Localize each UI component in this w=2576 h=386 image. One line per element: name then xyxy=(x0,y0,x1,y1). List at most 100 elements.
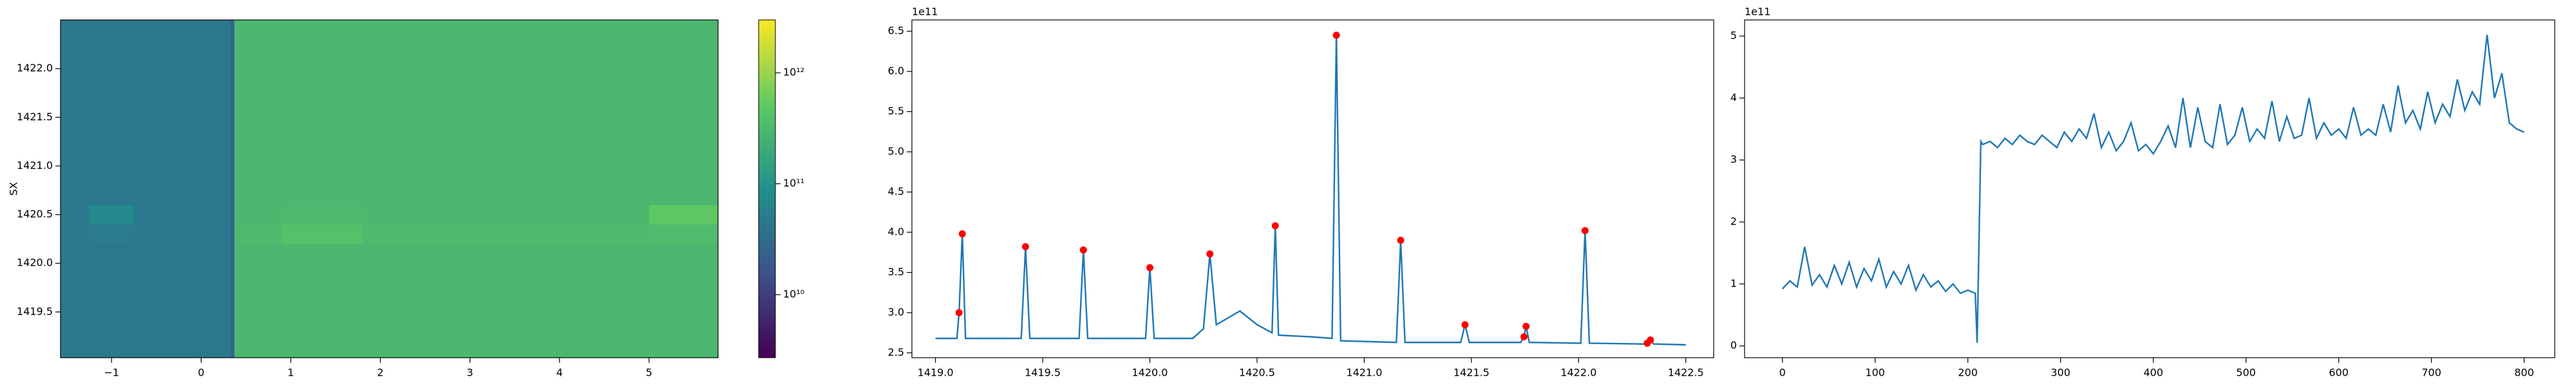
x-tick-label: 1422.5 xyxy=(1668,367,1704,379)
plot-background xyxy=(1745,20,2555,358)
y-tick-label: 1 xyxy=(1730,277,1737,290)
y-tick-label: 1421.5 xyxy=(17,111,53,123)
heatmap-cell xyxy=(61,224,90,244)
peak-marker xyxy=(1079,246,1087,253)
y-tick-label: 4.5 xyxy=(888,185,904,198)
x-tick-label: 500 xyxy=(2236,367,2256,379)
heatmap-cell xyxy=(362,243,650,358)
y-tick-label: 5.0 xyxy=(888,145,904,158)
x-tick-label: 600 xyxy=(2329,367,2349,379)
peak-marker xyxy=(1397,237,1405,244)
peak-marker xyxy=(1520,333,1528,340)
y-tick-label: 1419.5 xyxy=(17,305,53,317)
heatmap-cell xyxy=(649,224,719,244)
axes-frame xyxy=(911,19,1714,358)
data-line xyxy=(935,35,1686,346)
x-tick-label: 100 xyxy=(1865,367,1885,379)
x-tick-label: 700 xyxy=(2421,367,2441,379)
peak-marker xyxy=(1146,264,1154,271)
y-tick-label: 5 xyxy=(1730,30,1737,42)
peak-marker xyxy=(1581,227,1589,234)
heatmap-cell xyxy=(649,205,719,225)
x-tick-label: 400 xyxy=(2143,367,2163,379)
x-tick-label: 1419.5 xyxy=(1025,367,1061,379)
y-tick-label: 3.5 xyxy=(888,266,904,278)
heatmap-cell xyxy=(134,20,231,205)
y-tick-label: 1420.5 xyxy=(17,208,53,220)
heatmap-cell xyxy=(89,20,135,205)
y-tick-label: 2 xyxy=(1730,216,1737,228)
x-tick-label: 200 xyxy=(1958,367,1978,379)
y-tick-label: 3.0 xyxy=(888,306,904,318)
heatmap-cell xyxy=(234,224,283,244)
x-tick-label: 1421.5 xyxy=(1454,367,1490,379)
peak-marker xyxy=(955,309,963,317)
heatmap-cell xyxy=(231,224,235,244)
heatmap-cell xyxy=(231,243,235,358)
y-axis-label: SX xyxy=(8,182,20,196)
data-line xyxy=(1781,34,2524,343)
heatmap-cell xyxy=(134,243,231,358)
heatmap-cell xyxy=(234,243,283,358)
y-tick-label: 6.5 xyxy=(888,24,904,37)
x-tick-label: 5 xyxy=(646,367,652,379)
plot-background xyxy=(912,20,1714,358)
x-tick-label: 1419.0 xyxy=(918,367,954,379)
offset-label: 1e11 xyxy=(1745,6,1770,18)
heatmap-cell xyxy=(134,205,231,225)
y-tick-label: 4.0 xyxy=(888,226,904,238)
heatmap-cell xyxy=(281,205,363,225)
peak-marker xyxy=(1021,243,1029,250)
heatmap-cell xyxy=(89,243,135,358)
peak-marker xyxy=(958,230,966,237)
heatmap-cell xyxy=(281,243,363,358)
heatmap-cell xyxy=(89,205,135,225)
y-tick-label: 5.5 xyxy=(888,105,904,117)
heatmap-cell xyxy=(281,224,363,244)
peak-marker xyxy=(1271,222,1279,230)
colorbar-tick-label: 10¹¹ xyxy=(783,177,804,189)
peak-marker xyxy=(1461,321,1469,329)
x-tick-label: −1 xyxy=(104,367,119,379)
x-tick-label: 1 xyxy=(287,367,294,379)
heatmap-cell xyxy=(89,224,135,244)
axes-frame xyxy=(60,19,719,358)
y-tick-label: 2.5 xyxy=(888,346,904,358)
colorbar-tick-label: 10¹⁰ xyxy=(783,288,804,300)
y-tick-label: 6.0 xyxy=(888,65,904,77)
heatmap-cell xyxy=(362,224,650,244)
x-tick-label: 1421.0 xyxy=(1346,367,1382,379)
y-tick-label: 1422.0 xyxy=(17,62,53,74)
heatmap-cell xyxy=(649,243,719,358)
offset-label: 1e11 xyxy=(912,6,938,18)
x-tick-label: 1420.5 xyxy=(1239,367,1275,379)
x-tick-label: 4 xyxy=(556,367,563,379)
colorbar-tick-label: 10¹² xyxy=(783,66,804,78)
y-tick-label: 4 xyxy=(1730,91,1737,104)
heatmap-cell xyxy=(649,20,719,205)
x-tick-label: 1422.0 xyxy=(1560,367,1596,379)
heatmap-cell xyxy=(362,20,650,205)
heatmap-cell xyxy=(234,20,283,205)
heatmap-cell xyxy=(281,20,363,205)
y-tick-label: 1421.0 xyxy=(17,159,53,171)
x-tick-label: 800 xyxy=(2514,367,2534,379)
heatmap-cell xyxy=(234,205,283,225)
peak-marker xyxy=(1332,32,1340,39)
heatmap-cell xyxy=(61,243,90,358)
peak-marker xyxy=(1522,322,1530,330)
y-tick-label: 0 xyxy=(1730,339,1737,351)
heatmap-cell xyxy=(231,20,235,205)
peak-marker xyxy=(1206,250,1214,258)
heatmap-cell xyxy=(231,205,235,225)
y-tick-label: 3 xyxy=(1730,153,1737,165)
heatmap-cell xyxy=(134,224,231,244)
x-tick-label: 300 xyxy=(2050,367,2070,379)
peak-marker xyxy=(1647,336,1654,344)
x-tick-label: 3 xyxy=(467,367,473,379)
x-tick-label: 2 xyxy=(377,367,383,379)
colorbar xyxy=(758,19,776,358)
heatmap-cell xyxy=(61,205,90,225)
x-tick-label: 0 xyxy=(1779,367,1786,379)
